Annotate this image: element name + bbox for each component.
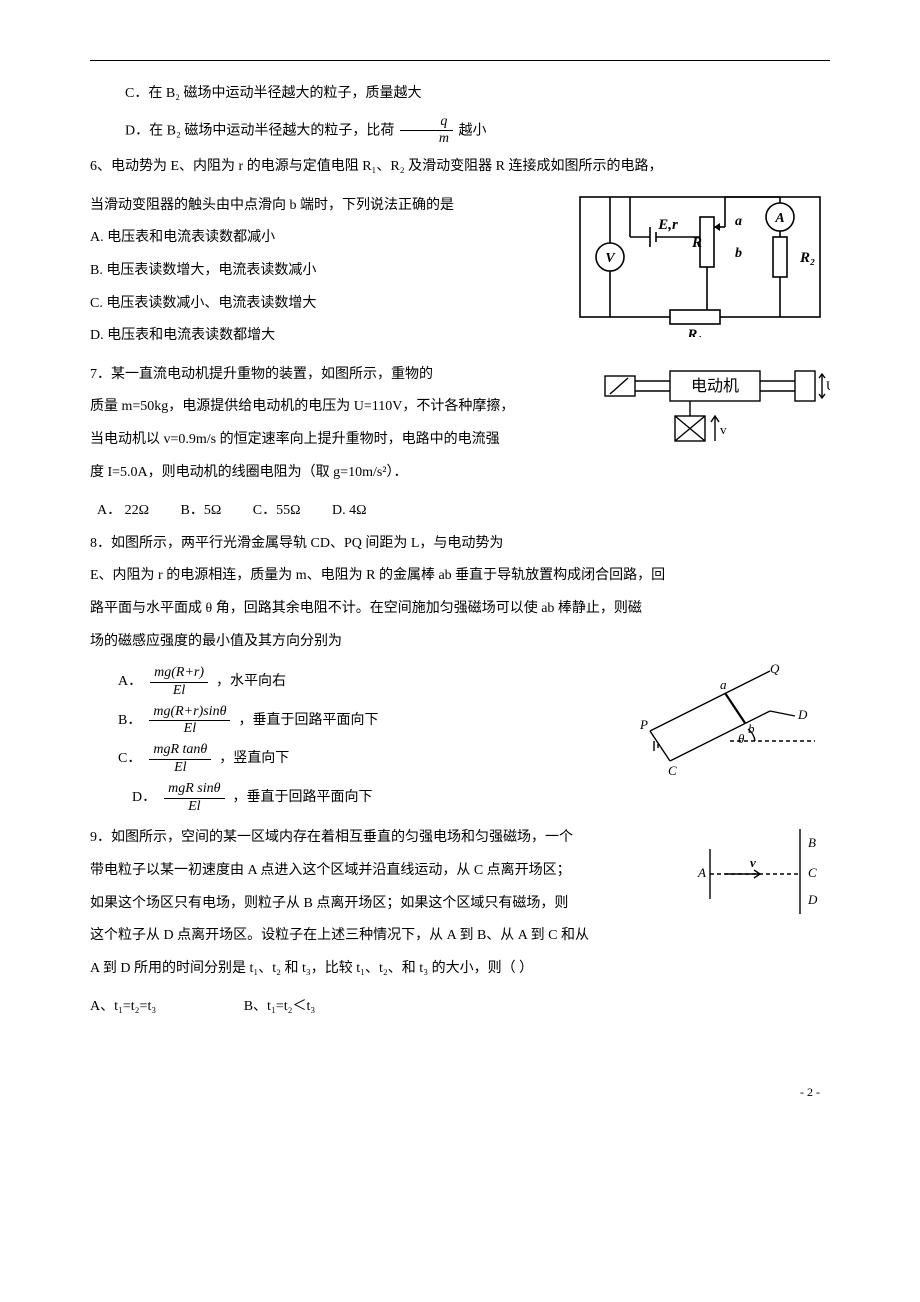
q7-l2: 质量 m=50kg，电源提供给电动机的电压为 U=110V，不计各种摩擦，	[90, 394, 590, 421]
q8-fig-c: C	[668, 763, 677, 778]
q8-l3: 路平面与水平面成 θ 角，回路其余电阻不计。在空间施加匀强磁场可以使 ab 棒静…	[90, 596, 830, 623]
q9-opt-a: A、t₁=t₂=t₃	[90, 994, 156, 1021]
q8b-den: El	[149, 721, 230, 738]
q7-opt-a: A． 22Ω	[97, 498, 149, 525]
q5-d-pre: D．在 B₂ 磁场中运动半径越大的粒子，比荷	[125, 123, 398, 138]
q5-d-frac-num: q	[400, 114, 453, 132]
q5-d-post: 越小	[458, 123, 486, 138]
q6-fig-r1: R₁	[686, 327, 702, 337]
q7-l4: 度 I=5.0A，则电动机的线圈电阻为（取 g=10m/s²）．	[90, 460, 590, 487]
top-rule	[90, 60, 830, 61]
q8d-den: El	[164, 799, 224, 816]
q8-option-b: B． mg(R+r)sinθEl ，垂直于回路平面向下	[118, 704, 610, 739]
q9-l2: 带电粒子以某一初速度由 A 点进入这个区域并沿直线运动，从 C 点离开场区；	[90, 858, 680, 885]
q8d-num: mgR sinθ	[164, 781, 224, 799]
q8b-num: mg(R+r)sinθ	[149, 704, 230, 722]
q8-fig-theta: θ	[738, 731, 745, 746]
q7-fig-u: U	[826, 378, 830, 393]
q7-options: A． 22Ω B．5Ω C．55Ω D. 4Ω	[90, 498, 830, 525]
q9-fig-v: v	[750, 855, 756, 870]
q9-fig-d: D	[807, 892, 818, 907]
q6-fig-r2: R₂	[799, 250, 815, 266]
q9-fig-a: A	[697, 865, 706, 880]
q8-fig-p: P	[639, 717, 648, 732]
q8a-den: El	[150, 683, 208, 700]
q6-figure: V E,r R a b	[570, 187, 830, 348]
q9-l5: A 到 D 所用的时间分别是 t₁、t₂ 和 t₃，比较 t₁、t₂、和 t₃ …	[90, 956, 680, 983]
q8-figure: P Q C D a b θ	[620, 661, 830, 802]
q9-l4: 这个粒子从 D 点离开场区。设粒子在上述三种情况下，从 A 到 B、从 A 到 …	[90, 923, 680, 950]
q8-option-c: C． mgR tanθEl ，竖直向下	[118, 742, 610, 777]
q6-fig-r: R	[691, 235, 702, 251]
q6-stem-2: 当滑动变阻器的触头由中点滑向 b 端时，下列说法正确的是	[90, 193, 560, 220]
q6-option-d: D. 电压表和电流表读数都增大	[90, 323, 560, 350]
q8-fig-a: a	[720, 677, 727, 692]
q9-fig-b: B	[808, 835, 816, 850]
q8-l2: E、内阻为 r 的电源相连，质量为 m、电阻为 R 的金属棒 ab 垂直于导轨放…	[90, 563, 830, 590]
q9-l1: 9．如图所示，空间的某一区域内存在着相互垂直的匀强电场和匀强磁场，一个	[90, 825, 680, 852]
q7-l3: 当电动机以 v=0.9m/s 的恒定速率向上提升重物时，电路中的电流强	[90, 427, 590, 454]
q6-fig-a-lbl: a	[735, 214, 742, 229]
q8-fig-d: D	[797, 707, 808, 722]
q8c-tail: ，竖直向下	[219, 746, 289, 773]
q5-option-d: D．在 B₂ 磁场中运动半径越大的粒子，比荷 q m 越小	[90, 114, 830, 149]
q7-opt-d: D. 4Ω	[332, 498, 367, 525]
q9-fig-c: C	[808, 865, 817, 880]
q7-opt-b: B．5Ω	[181, 498, 222, 525]
q8-l4: 场的磁感应强度的最小值及其方向分别为	[90, 629, 830, 656]
q6-option-b: B. 电压表读数增大，电流表读数减小	[90, 258, 560, 285]
q8-fig-q: Q	[770, 661, 780, 676]
q5-d-fraction: q m	[400, 114, 453, 149]
q6-option-c: C. 电压表读数减小、电流表读数增大	[90, 291, 560, 318]
q5-d-frac-den: m	[400, 131, 453, 148]
q6-fig-a-meter: A	[774, 211, 784, 226]
q8-option-a: A． mg(R+r)El ，水平向右	[118, 665, 610, 700]
q6-option-a: A. 电压表和电流表读数都减小	[90, 225, 560, 252]
q7-figure: 电动机 U v	[600, 356, 830, 467]
q8-l1: 8．如图所示，两平行光滑金属导轨 CD、PQ 间距为 L，与电动势为	[90, 531, 830, 558]
q9-l3: 如果这个场区只有电场，则粒子从 B 点离开场区；如果这个区域只有磁场，则	[90, 891, 680, 918]
q6-fig-er: E,r	[657, 217, 678, 233]
q7-fig-v: v	[720, 422, 727, 437]
q6-fig-b-lbl: b	[735, 246, 742, 261]
q8a-tail: ，水平向右	[216, 669, 286, 696]
q7-opt-c: C．55Ω	[253, 498, 301, 525]
q9-options: A、t₁=t₂=t₃ B、t₁=t₂＜t₃	[90, 994, 830, 1021]
q7-l1: 7．某一直流电动机提升重物的装置，如图所示，重物的	[90, 362, 590, 389]
page-number: - 2 -	[90, 1081, 830, 1104]
q8a-num: mg(R+r)	[150, 665, 208, 683]
q6-stem-1: 6、电动势为 E、内阻为 r 的电源与定值电阻 R₁、R₂ 及滑动变阻器 R 连…	[90, 154, 830, 181]
q8d-tail: ，垂直于回路平面向下	[233, 785, 373, 812]
q9-opt-b: B、t₁=t₂＜t₃	[244, 994, 316, 1021]
q5-option-c: C．在 B₂ 磁场中运动半径越大的粒子，质量越大	[90, 81, 830, 108]
q8b-tail: ，垂直于回路平面向下	[238, 708, 378, 735]
q9-figure: A B C D v	[690, 819, 830, 940]
q7-fig-motor: 电动机	[691, 377, 739, 395]
q8-option-d: D． mgR sinθEl ，垂直于回路平面向下	[132, 781, 610, 816]
q8-fig-b: b	[748, 721, 755, 736]
q8c-den: El	[149, 760, 211, 777]
q8c-num: mgR tanθ	[149, 742, 211, 760]
